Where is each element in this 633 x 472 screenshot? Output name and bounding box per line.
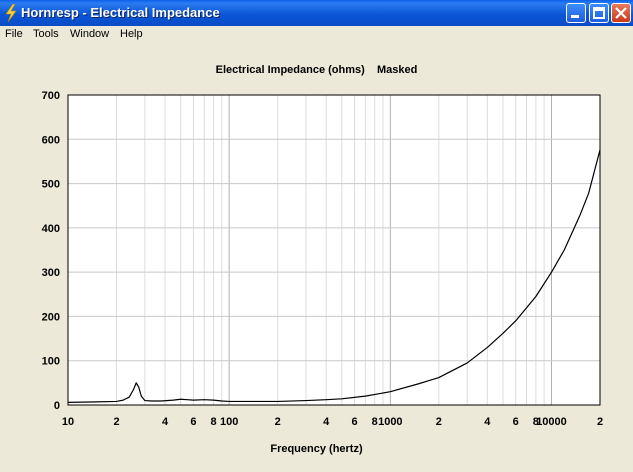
- x-tick-label: 4: [323, 416, 330, 428]
- menu-help[interactable]: Help: [120, 28, 143, 40]
- y-tick-label: 0: [54, 400, 60, 412]
- y-tick-label: 400: [42, 223, 60, 235]
- x-tick-label: 2: [597, 416, 603, 428]
- menu-tools[interactable]: Tools: [33, 28, 59, 40]
- x-tick-label: 2: [436, 416, 442, 428]
- close-icon: [615, 7, 627, 19]
- menu-bar: File Tools Window Help: [0, 26, 633, 45]
- x-tick-label: 4: [484, 416, 491, 428]
- x-tick-label: 6: [190, 416, 196, 428]
- minimize-button[interactable]: [566, 3, 586, 23]
- x-tick-label: 2: [113, 416, 119, 428]
- impedance-series-line: [67, 149, 601, 403]
- x-tick-label: 8: [372, 416, 378, 428]
- y-tick-label: 300: [42, 267, 60, 279]
- x-tick-label: 6: [513, 416, 519, 428]
- close-button[interactable]: [611, 3, 631, 23]
- minimize-icon: [571, 15, 579, 18]
- y-tick-label: 100: [42, 356, 60, 368]
- plot-area: [68, 95, 600, 405]
- plot-border: [67, 94, 601, 406]
- maximize-icon: [593, 7, 605, 19]
- x-tick-label: 8: [533, 416, 539, 428]
- window-title: Hornresp - Electrical Impedance: [21, 5, 220, 20]
- y-tick-label: 600: [42, 134, 60, 146]
- x-tick-label: 10: [62, 416, 74, 428]
- y-tick-label: 500: [42, 179, 60, 191]
- x-tick-label: 2: [275, 416, 281, 428]
- x-tick-label: 4: [162, 416, 169, 428]
- menu-file[interactable]: File: [5, 28, 23, 40]
- chart-title: Electrical Impedance (ohms) Masked: [215, 64, 418, 76]
- x-tick-label: 6: [352, 416, 358, 428]
- menu-window[interactable]: Window: [70, 28, 110, 40]
- maximize-button[interactable]: [589, 3, 609, 23]
- title-bar[interactable]: Hornresp - Electrical Impedance: [0, 0, 633, 26]
- x-tick-label: 100: [220, 416, 238, 428]
- x-axis-title: Frequency (hertz): [270, 443, 363, 455]
- lightning-icon: [5, 4, 17, 22]
- x-tick-label: 1000: [378, 416, 402, 428]
- y-tick-label: 200: [42, 311, 60, 323]
- x-tick-label: 8: [210, 416, 216, 428]
- x-tick-label: 10000: [536, 416, 567, 428]
- y-tick-label: 700: [42, 90, 60, 102]
